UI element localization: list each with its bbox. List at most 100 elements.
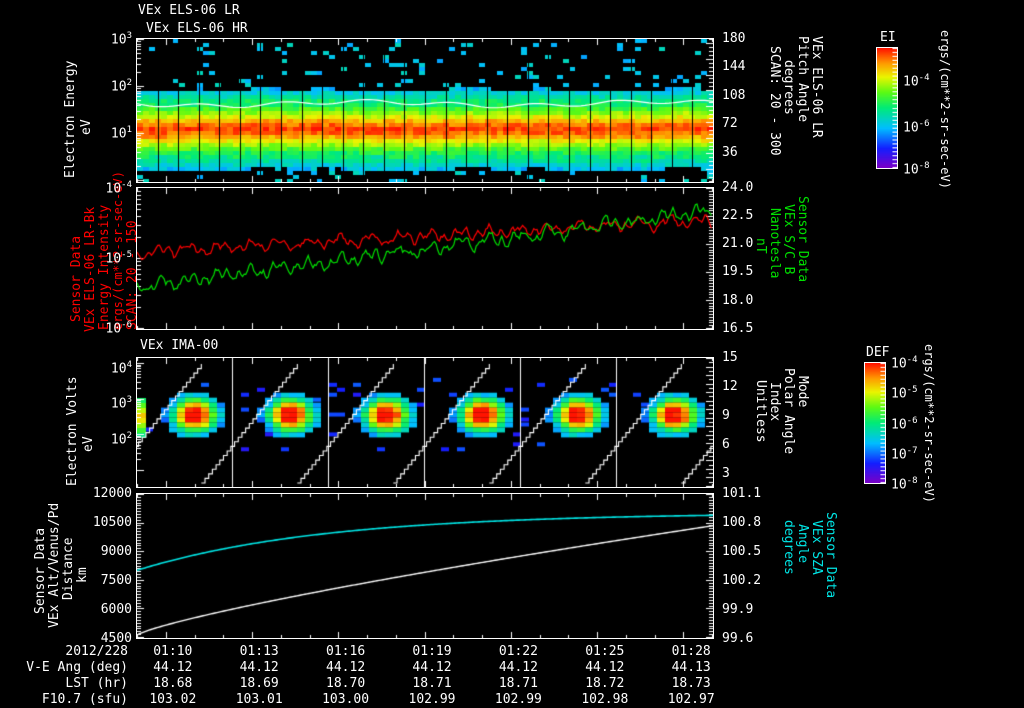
- footer-time-0: 01:10: [153, 644, 193, 659]
- footer-time-6: 01:28: [671, 644, 711, 659]
- footer-ve-ang-0: 44.12: [153, 660, 193, 675]
- panel4-rtick-0: 101.1: [722, 486, 762, 501]
- footer-label-lst: LST (hr): [65, 676, 128, 691]
- footer-time-3: 01:19: [412, 644, 452, 659]
- def-colorbar-tick-2: 10-6: [891, 416, 918, 433]
- footer-time-5: 01:25: [585, 644, 625, 659]
- panel4-ytick-1: 10500: [92, 515, 132, 530]
- footer-lst-1: 18.69: [239, 676, 279, 691]
- panel4-right-axis-label: Sensor Data: [823, 512, 838, 599]
- footer-label-f107: F10.7 (sfu): [41, 692, 128, 707]
- panel1-left-axis-label: Electron Energy: [63, 60, 78, 178]
- panel-ima-spectrogram: [136, 357, 714, 488]
- panel3-rtick-1: 12: [722, 379, 738, 394]
- def-colorbar-tick-3: 10-7: [891, 446, 918, 463]
- panel2-rtick-4: 18.0: [722, 293, 754, 308]
- panel2-right-axis-units: nT: [753, 238, 768, 254]
- panel1-right-axis-sublabel: VEx ELS-06 LR: [809, 36, 824, 138]
- panel1-ytick-2: 101: [110, 125, 132, 142]
- panel3-rtick-2: 9: [722, 408, 730, 423]
- panel3-left-axis-units: eV: [81, 436, 96, 452]
- footer-f107-2: 103.00: [322, 692, 370, 707]
- footer-time-1: 01:13: [239, 644, 279, 659]
- panel3-ytick-0: 104: [110, 360, 132, 377]
- panel3-title: VEx IMA-00: [140, 338, 219, 353]
- panel2-left-axis-scan: SCAN: 20 - 150: [125, 220, 140, 330]
- footer-f107-0: 103.02: [149, 692, 197, 707]
- footer-label-date: 2012/228: [65, 644, 128, 659]
- panel3-right-axis-units: Unitless: [753, 380, 768, 443]
- panel2-left-axis-label: Sensor Data: [69, 235, 84, 322]
- ei-colorbar-tick-2: 10-8: [903, 161, 930, 178]
- panel3-ytick-2: 102: [110, 431, 132, 448]
- panel1-rtick-2: 108: [722, 88, 746, 103]
- panel2-ytick-2: 10-6: [105, 320, 133, 337]
- def-colorbar: [864, 362, 886, 484]
- ei-colorbar-tick-1: 10-6: [903, 119, 930, 136]
- panel1-rtick-1: 144: [722, 59, 746, 74]
- panel-altitude-sza: [136, 493, 714, 639]
- footer-f107-5: 102.98: [581, 692, 629, 707]
- footer-f107-3: 102.99: [408, 692, 456, 707]
- intensity-bfield-canvas: [137, 188, 713, 329]
- panel4-rtick-1: 100.8: [722, 515, 762, 530]
- panel4-rtick-2: 100.5: [722, 544, 762, 559]
- panel1-right-axis-label: Pitch Angle: [795, 36, 810, 123]
- panel2-ytick-1: 10-5: [105, 250, 133, 267]
- footer-ve-ang-1: 44.12: [239, 660, 279, 675]
- footer-lst-6: 18.73: [671, 676, 711, 691]
- panel4-ytick-4: 6000: [100, 602, 132, 617]
- panel2-rtick-3: 19.5: [722, 264, 754, 279]
- def-colorbar-title: DEF: [866, 345, 890, 360]
- panel1-ytick-1: 102: [110, 78, 132, 95]
- panel4-ytick-2: 9000: [100, 544, 132, 559]
- ei-colorbar-title: EI: [880, 30, 896, 45]
- panel1-right-axis-units: degrees: [781, 60, 796, 115]
- def-colorbar-tick-4: 10-8: [891, 476, 918, 493]
- panel3-ytick-1: 103: [110, 395, 132, 412]
- panel3-right-axis-label: Mode: [795, 376, 810, 408]
- footer-label-ve-ang: V-E Ang (deg): [26, 660, 128, 675]
- footer-time-4: 01:22: [498, 644, 538, 659]
- ima-spectrogram-canvas: [137, 358, 713, 487]
- panel4-left-axis-sublabel: VEx Alt/Venus/Pd: [47, 502, 62, 628]
- panel3-left-axis-label: Electron Volts: [65, 376, 80, 486]
- panel2-rtick-2: 21.0: [722, 236, 754, 251]
- footer-ve-ang-6: 44.13: [671, 660, 711, 675]
- panel1-rtick-4: 36: [722, 145, 738, 160]
- panel1-left-axis-units: eV: [79, 119, 94, 135]
- footer-ve-ang-4: 44.12: [498, 660, 538, 675]
- footer-lst-3: 18.71: [412, 676, 452, 691]
- panel4-right-axis-quantity: Angle: [795, 524, 810, 564]
- els-spectrogram-canvas: [137, 39, 713, 182]
- def-colorbar-unit: ergs/(cm**2-sr-sec-eV): [922, 344, 936, 503]
- panel1-right-axis-scan: SCAN: 20 - 300: [767, 46, 782, 156]
- panel2-rtick-0: 24.0: [722, 180, 754, 195]
- panel1-rtick-0: 180: [722, 31, 746, 46]
- panel2-rtick-1: 22.5: [722, 208, 754, 223]
- footer-ve-ang-5: 44.12: [585, 660, 625, 675]
- panel2-left-axis-quantity: Energy Intensity: [97, 204, 112, 330]
- panel2-left-axis-sublabel: VEx ELS-06 LR-Bk: [83, 206, 98, 332]
- panel4-ytick-3: 7500: [100, 573, 132, 588]
- footer-lst-0: 18.68: [153, 676, 193, 691]
- panel4-ytick-0: 12000: [92, 486, 132, 501]
- panel4-left-axis-label: Sensor Data: [33, 527, 48, 614]
- panel4-left-axis-quantity: Distance: [61, 537, 76, 600]
- footer-lst-4: 18.71: [498, 676, 538, 691]
- panel4-ytick-5: 4500: [100, 631, 132, 646]
- footer-ve-ang-2: 44.12: [326, 660, 366, 675]
- panel1-ytick-0: 103: [110, 31, 132, 48]
- panel3-rtick-4: 3: [722, 466, 730, 481]
- def-colorbar-tick-1: 10-5: [891, 385, 918, 402]
- footer-time-2: 01:16: [326, 644, 366, 659]
- footer-f107-4: 102.99: [494, 692, 542, 707]
- panel2-right-axis-quantity: Nanotesla: [767, 208, 782, 279]
- footer-ve-ang-3: 44.12: [412, 660, 452, 675]
- panel2-right-axis-sublabel: VEx S/C B: [781, 204, 796, 275]
- footer-lst-2: 18.70: [326, 676, 366, 691]
- panel3-right-axis-sublabel: Polar Angle: [781, 368, 796, 455]
- panel2-right-axis-label: Sensor Data: [795, 196, 810, 283]
- ei-colorbar-tick-0: 10-4: [903, 73, 930, 90]
